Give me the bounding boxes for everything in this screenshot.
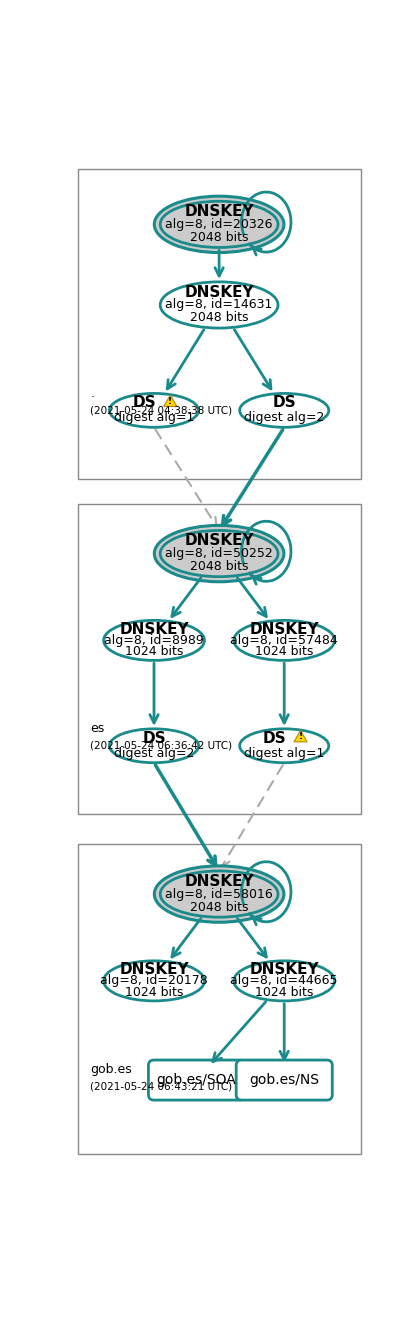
Ellipse shape bbox=[234, 961, 334, 1001]
FancyBboxPatch shape bbox=[149, 1060, 244, 1100]
Text: DNSKEY: DNSKEY bbox=[119, 622, 189, 636]
Text: DNSKEY: DNSKEY bbox=[184, 203, 254, 219]
Text: DS: DS bbox=[132, 396, 156, 411]
Text: DNSKEY: DNSKEY bbox=[249, 962, 319, 977]
Text: DS: DS bbox=[262, 731, 286, 746]
Text: es: es bbox=[90, 722, 105, 735]
Text: alg=8, id=8989: alg=8, id=8989 bbox=[104, 634, 204, 647]
Text: gob.es: gob.es bbox=[90, 1063, 132, 1076]
Text: DS: DS bbox=[142, 731, 166, 746]
Ellipse shape bbox=[154, 866, 284, 923]
Text: digest alg=2: digest alg=2 bbox=[244, 412, 325, 424]
Text: 2048 bits: 2048 bits bbox=[190, 900, 248, 913]
Polygon shape bbox=[294, 730, 307, 742]
Text: alg=8, id=20326: alg=8, id=20326 bbox=[165, 218, 273, 231]
Text: (2021-05-24 06:36:42 UTC): (2021-05-24 06:36:42 UTC) bbox=[90, 741, 232, 751]
Ellipse shape bbox=[160, 282, 278, 329]
Ellipse shape bbox=[239, 393, 329, 428]
Text: gob.es/SOA: gob.es/SOA bbox=[156, 1073, 237, 1088]
Ellipse shape bbox=[160, 201, 278, 247]
Text: !: ! bbox=[168, 397, 172, 407]
Text: DS: DS bbox=[272, 396, 296, 411]
Text: alg=8, id=44665: alg=8, id=44665 bbox=[230, 974, 338, 987]
Text: alg=8, id=14631: alg=8, id=14631 bbox=[166, 298, 273, 312]
Text: !: ! bbox=[298, 733, 303, 742]
Text: DNSKEY: DNSKEY bbox=[119, 962, 189, 977]
Text: digest alg=1: digest alg=1 bbox=[244, 747, 325, 760]
Text: (2021-05-24 06:43:21 UTC): (2021-05-24 06:43:21 UTC) bbox=[90, 1081, 232, 1092]
Ellipse shape bbox=[154, 197, 284, 252]
Ellipse shape bbox=[104, 961, 205, 1001]
Ellipse shape bbox=[160, 531, 278, 577]
Ellipse shape bbox=[110, 729, 199, 763]
Text: alg=8, id=58016: alg=8, id=58016 bbox=[165, 887, 273, 900]
Text: 2048 bits: 2048 bits bbox=[190, 312, 248, 325]
Text: 1024 bits: 1024 bits bbox=[255, 986, 313, 999]
Ellipse shape bbox=[239, 729, 329, 763]
Bar bbox=[78, 169, 361, 479]
Text: digest alg=1: digest alg=1 bbox=[114, 412, 194, 424]
Bar bbox=[78, 845, 361, 1155]
Text: 1024 bits: 1024 bits bbox=[255, 645, 313, 659]
Text: alg=8, id=20178: alg=8, id=20178 bbox=[100, 974, 208, 987]
Ellipse shape bbox=[104, 620, 205, 660]
FancyBboxPatch shape bbox=[236, 1060, 332, 1100]
Ellipse shape bbox=[110, 393, 199, 428]
Text: 2048 bits: 2048 bits bbox=[190, 560, 248, 573]
Ellipse shape bbox=[154, 525, 284, 582]
Text: digest alg=2: digest alg=2 bbox=[114, 747, 194, 760]
Text: .: . bbox=[90, 387, 95, 400]
Text: gob.es/NS: gob.es/NS bbox=[249, 1073, 319, 1088]
Text: alg=8, id=57484: alg=8, id=57484 bbox=[230, 634, 338, 647]
Ellipse shape bbox=[234, 620, 334, 660]
Text: DNSKEY: DNSKEY bbox=[184, 285, 254, 300]
Text: DNSKEY: DNSKEY bbox=[184, 533, 254, 548]
Bar bbox=[78, 504, 361, 814]
Polygon shape bbox=[164, 395, 177, 407]
Text: DNSKEY: DNSKEY bbox=[249, 622, 319, 636]
Text: DNSKEY: DNSKEY bbox=[184, 874, 254, 888]
Text: 1024 bits: 1024 bits bbox=[125, 986, 183, 999]
Ellipse shape bbox=[160, 871, 278, 917]
Text: (2021-05-24 04:38:38 UTC): (2021-05-24 04:38:38 UTC) bbox=[90, 405, 232, 414]
Text: alg=8, id=50252: alg=8, id=50252 bbox=[165, 546, 273, 560]
Text: 1024 bits: 1024 bits bbox=[125, 645, 183, 659]
Text: 2048 bits: 2048 bits bbox=[190, 231, 248, 244]
